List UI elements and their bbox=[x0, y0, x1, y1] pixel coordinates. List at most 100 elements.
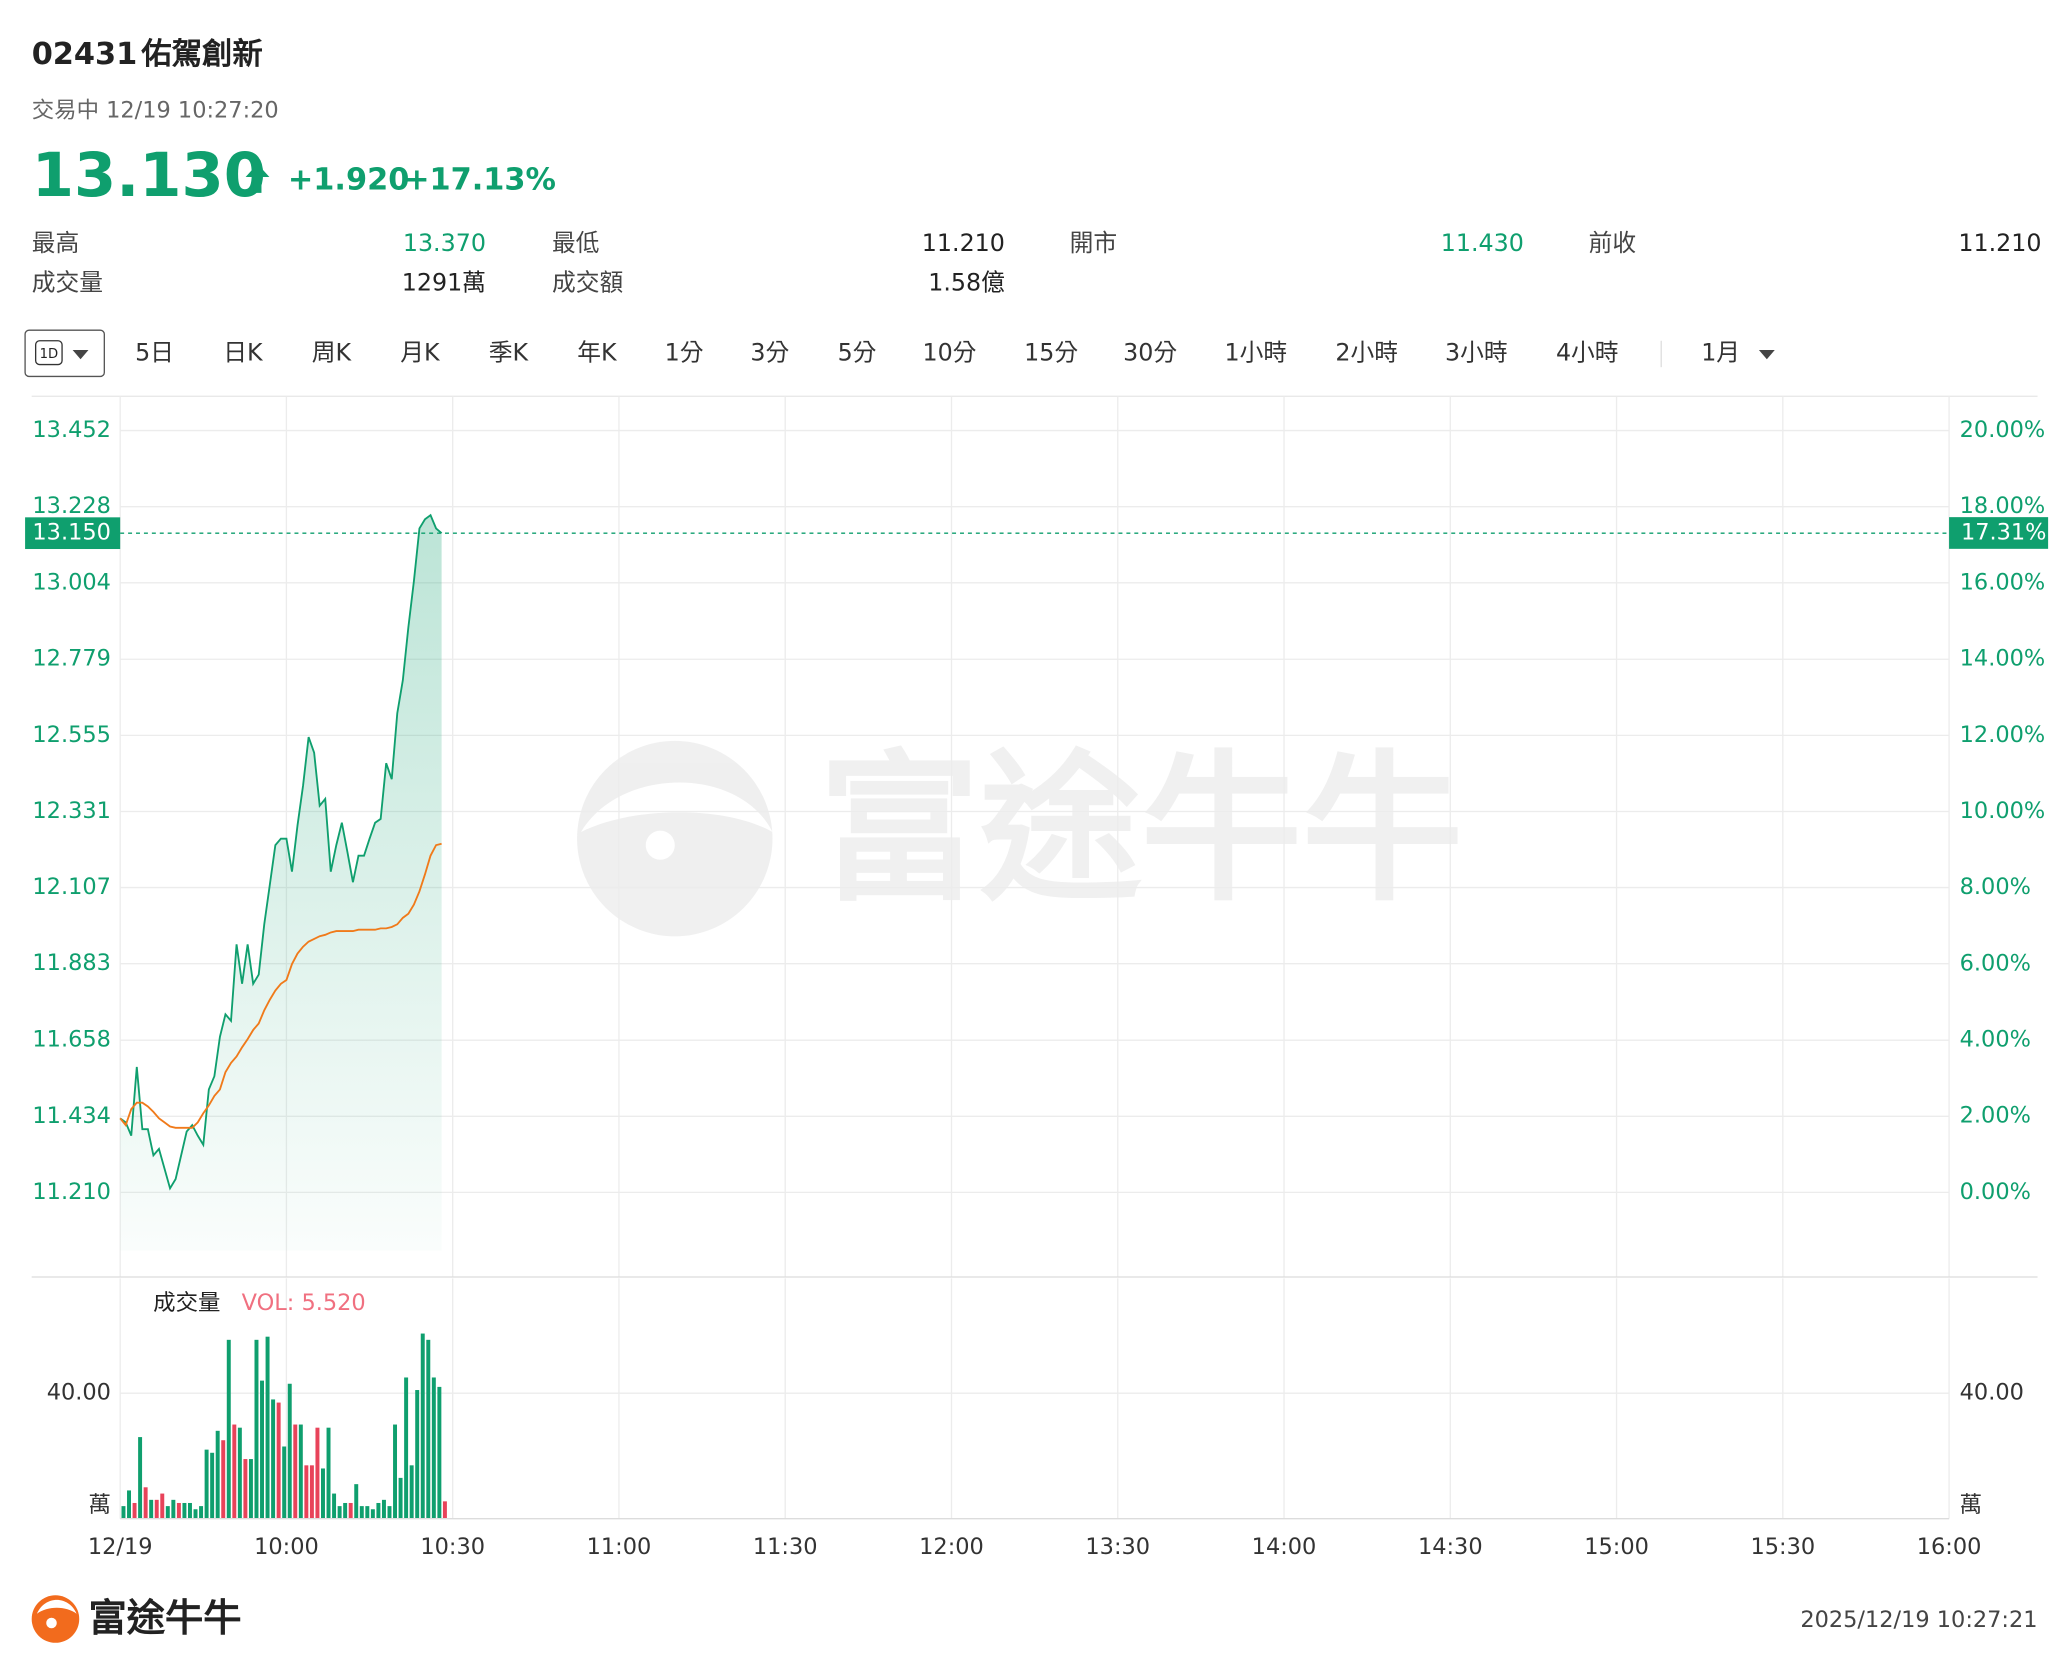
volume-bar bbox=[370, 1509, 375, 1519]
y-tick-label: 13.452 bbox=[32, 417, 111, 443]
volume-bar bbox=[365, 1506, 370, 1519]
y-tick-label: 13.228 bbox=[32, 493, 111, 519]
tab[interactable]: 日K bbox=[223, 338, 264, 366]
tab[interactable]: 周K bbox=[312, 338, 353, 366]
y2-tick-label: 4.00% bbox=[1960, 1027, 2031, 1053]
stock-code: 02431 bbox=[32, 37, 138, 72]
y-tick-label: 12.331 bbox=[32, 798, 111, 824]
tab[interactable]: 30分 bbox=[1123, 338, 1177, 366]
y2-tick-label: 18.00% bbox=[1960, 493, 2046, 519]
y2-tick-label: 2.00% bbox=[1960, 1103, 2031, 1129]
y2-tick-label: 10.00% bbox=[1960, 798, 2046, 824]
tab[interactable]: 4小時 bbox=[1556, 338, 1619, 366]
volume-bar bbox=[337, 1506, 342, 1519]
volume-bar bbox=[381, 1499, 386, 1519]
volume-bar bbox=[182, 1502, 187, 1519]
y-tick-label: 11.658 bbox=[32, 1027, 111, 1053]
volume-bar bbox=[420, 1333, 425, 1519]
tab[interactable]: 3小時 bbox=[1445, 338, 1508, 366]
tab[interactable]: 1分 bbox=[665, 338, 704, 366]
tab[interactable]: 3分 bbox=[750, 338, 789, 366]
volume-title: 成交量 bbox=[153, 1290, 220, 1316]
volume-bar bbox=[154, 1499, 159, 1519]
volume-bar bbox=[210, 1452, 215, 1519]
volume-bar bbox=[387, 1506, 392, 1519]
stat-label: 成交量 bbox=[32, 268, 103, 296]
tab-icon bbox=[34, 340, 63, 366]
change: +1.920 bbox=[288, 162, 409, 197]
volume-bar bbox=[404, 1377, 409, 1519]
y2-tick-label: 12.00% bbox=[1960, 722, 2046, 748]
tab[interactable]: 5日 bbox=[135, 338, 174, 366]
tab-bar: 5日 日K 周K 月K 季K 年K 1分 3分 5分 10分 15分 30分 1小時 2小時 3小時 4小時 1… bbox=[135, 338, 1740, 366]
tab[interactable]: 年K bbox=[577, 338, 618, 366]
stat-label: 前收 bbox=[1589, 229, 1637, 257]
tab[interactable]: 月K bbox=[400, 338, 441, 366]
tab[interactable]: 1月 bbox=[1701, 338, 1740, 366]
stat-value: 11.210 bbox=[1958, 229, 2041, 257]
volume-bar bbox=[121, 1506, 126, 1519]
volume-bar bbox=[409, 1465, 414, 1519]
tab[interactable]: 2小時 bbox=[1335, 338, 1398, 366]
volume-bar bbox=[415, 1390, 420, 1519]
tab[interactable]: 季K bbox=[489, 338, 530, 366]
volume-bar bbox=[359, 1506, 364, 1519]
x-tick-label: 15:00 bbox=[1584, 1534, 1649, 1560]
volume-bar bbox=[226, 1339, 231, 1519]
volume-bar bbox=[138, 1437, 143, 1519]
volume-readout: VOL: 5.520 bbox=[242, 1290, 366, 1316]
tab[interactable]: 5分 bbox=[838, 338, 877, 366]
watermark: 富途牛牛 bbox=[577, 735, 1463, 937]
stat-label: 開市 bbox=[1070, 229, 1118, 257]
y2-tick-label: 20.00% bbox=[1960, 417, 2046, 443]
x-tick-label: 14:00 bbox=[1252, 1534, 1317, 1560]
volume-bar bbox=[309, 1465, 314, 1519]
volume-bar bbox=[215, 1430, 220, 1519]
tab[interactable]: 15分 bbox=[1024, 338, 1078, 366]
volume-bar bbox=[132, 1502, 137, 1519]
volume-tick-label: 40.00 bbox=[1960, 1380, 2024, 1406]
stat-value: 1.58億 bbox=[928, 268, 1005, 296]
volume-bar bbox=[348, 1502, 353, 1519]
stat-value: 1291萬 bbox=[402, 268, 486, 296]
last-pct-label: 17.31% bbox=[1961, 519, 2047, 545]
volume-bar bbox=[287, 1383, 292, 1519]
volume-bar bbox=[237, 1427, 242, 1519]
volume-bar bbox=[376, 1502, 381, 1519]
volume-bar bbox=[426, 1339, 431, 1519]
price-area bbox=[120, 515, 442, 1251]
y-tick-label: 11.210 bbox=[32, 1179, 111, 1205]
tab[interactable]: 10分 bbox=[922, 338, 976, 366]
volume-bar bbox=[243, 1459, 248, 1519]
volume-bar bbox=[343, 1502, 348, 1519]
volume-bar bbox=[354, 1484, 359, 1519]
volume-bar bbox=[321, 1468, 325, 1519]
x-tick-label: 14:30 bbox=[1418, 1534, 1483, 1560]
price: 13.130 bbox=[32, 141, 266, 211]
y2-tick-label: 0.00% bbox=[1960, 1179, 2031, 1205]
volume-bar bbox=[165, 1506, 170, 1519]
watermark-logo bbox=[577, 740, 773, 937]
watermark-text: 富途牛牛 bbox=[819, 735, 1463, 923]
volume-bar bbox=[199, 1506, 204, 1519]
y2-tick-label: 14.00% bbox=[1960, 646, 2046, 672]
tab[interactable]: 1小時 bbox=[1224, 338, 1287, 366]
y2-tick-label: 8.00% bbox=[1960, 874, 2031, 900]
volume-bar bbox=[187, 1502, 192, 1519]
volume-bar bbox=[143, 1487, 148, 1519]
x-tick-label: 16:00 bbox=[1917, 1534, 1982, 1560]
up-arrow bbox=[245, 163, 270, 193]
x-tick-label: 10:30 bbox=[420, 1534, 485, 1560]
x-tick-label: 12/19 bbox=[88, 1534, 153, 1560]
volume-bar bbox=[282, 1446, 287, 1519]
tab[interactable]: 1D bbox=[40, 347, 59, 362]
tab-selected[interactable] bbox=[24, 329, 105, 378]
stat-value: 11.210 bbox=[922, 229, 1005, 257]
volume-bar bbox=[442, 1501, 447, 1519]
volume-bar bbox=[254, 1339, 259, 1519]
logo-eye bbox=[46, 1617, 57, 1629]
volume-bar bbox=[127, 1490, 131, 1519]
status: 交易中 12/19 10:27:20 bbox=[32, 98, 279, 124]
stock-name: 佑駕創新 bbox=[140, 36, 262, 72]
